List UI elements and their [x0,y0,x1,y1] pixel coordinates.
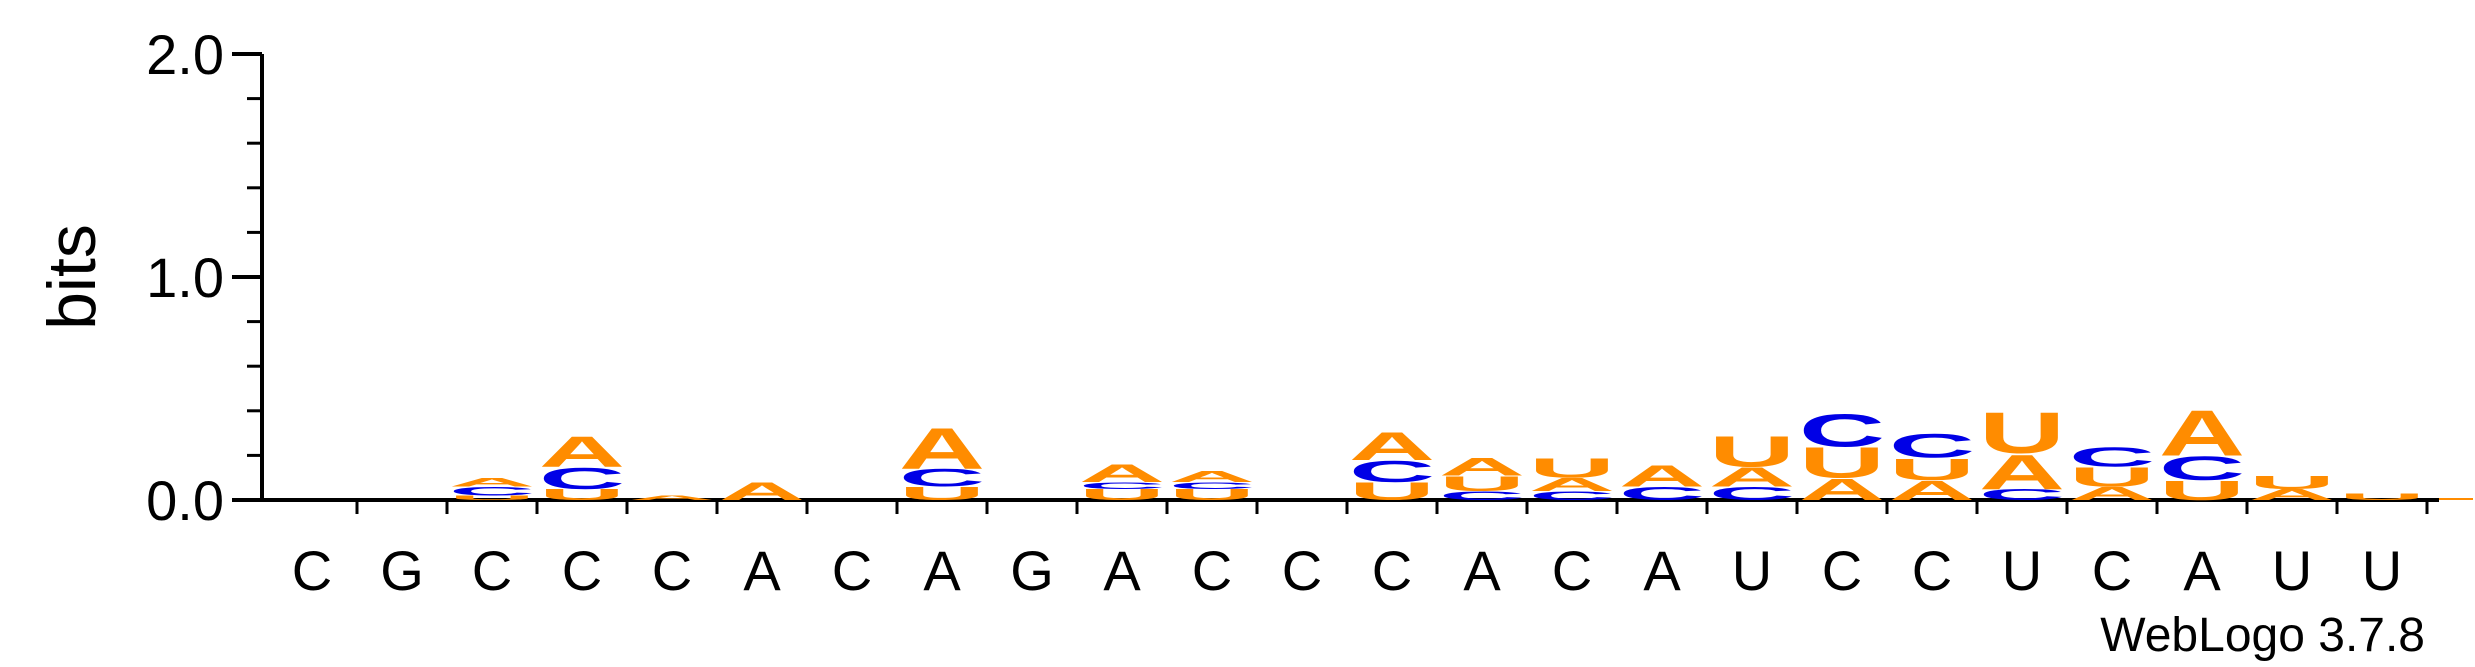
logo-letter-A: A [1619,459,1705,493]
x-tick-label: A [2183,539,2221,602]
x-tick-label: A [923,539,961,602]
x-tick-label: C [1912,539,1952,602]
x-tick-label: C [1192,539,1232,602]
x-tick-label: A [1103,539,1141,602]
x-tick-label: C [1282,539,1322,602]
x-tick-label: A [743,539,781,602]
x-tick-label: U [2002,539,2042,602]
x-tick-label: C [652,539,692,602]
logo-letter-U: U [1709,428,1795,476]
y-tick-label: 0.0 [146,469,224,532]
y-axis-title: bits [34,224,110,330]
x-tick-label: C [1372,539,1412,602]
logo-letter-A: A [1439,453,1525,481]
x-tick-label: C [562,539,602,602]
x-tick-label: A [1643,539,1681,602]
x-tick-label: C [1822,539,1862,602]
logo-letter-A: A [719,478,805,506]
x-tick-label: U [2272,539,2312,602]
logo-letter-A: A [899,416,985,482]
weblogo-credit: WebLogo 3.7.8 [2100,608,2425,663]
logo-letter-C: C [1889,427,1975,465]
x-tick-label: G [380,539,424,602]
logo-letter-U: U [2249,472,2335,493]
x-tick-label: C [292,539,332,602]
x-tick-label: G [1010,539,1054,602]
x-tick-label: C [1552,539,1592,602]
logo-letter-A: A [629,494,715,501]
logo-letter-U: U [2339,492,2425,502]
logo-letter-U: U [1529,453,1615,484]
logo-letter-C: C [1799,405,1885,457]
logo-letter-U: U [1979,400,2065,466]
logo-letter-C: C [2069,441,2155,472]
y-tick-label: 1.0 [146,246,224,309]
x-tick-label: C [2092,539,2132,602]
x-tick-label: U [2362,539,2402,602]
logo-letter-A: A [2159,397,2245,469]
logo-letter-A: A [449,475,535,489]
x-tick-label: A [1463,539,1501,602]
logo-letter-A: A [1169,468,1255,485]
x-tick-label: C [832,539,872,602]
logo-letter-A: A [539,428,625,476]
x-tick-label: C [472,539,512,602]
y-tick-label: 2.0 [146,23,224,86]
x-tick-label: U [1732,539,1772,602]
logo-letter-A: A [1349,423,1435,468]
logo-letter-A: A [1079,460,1165,488]
